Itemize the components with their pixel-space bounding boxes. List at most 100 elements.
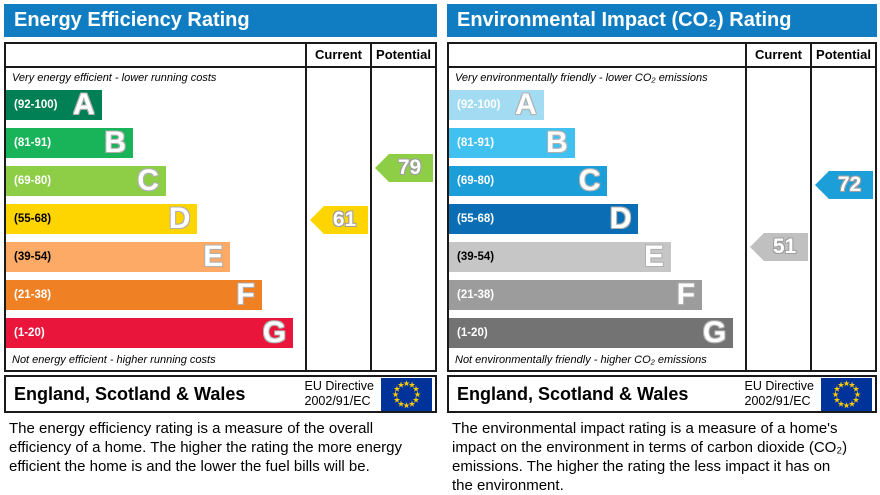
band-letter: C bbox=[578, 164, 601, 197]
band-bar: (81-91) B bbox=[6, 126, 134, 159]
footer-bar: England, Scotland & Wales EU Directive 2… bbox=[447, 375, 877, 413]
band-letter: F bbox=[236, 278, 255, 311]
eu-flag-icon bbox=[381, 377, 432, 411]
band-range-label: (92-100) bbox=[14, 99, 58, 111]
band-row: (69-80) C bbox=[6, 162, 305, 200]
band-range-label: (21-38) bbox=[14, 289, 52, 301]
band-bar: (92-100) A bbox=[6, 90, 102, 120]
band-list: (92-100) A (81-91) B (69-80) C (55-68) D… bbox=[449, 86, 745, 352]
band-range-label: (55-68) bbox=[14, 213, 52, 225]
band-letter: B bbox=[546, 126, 568, 159]
band-bar: (69-80) C bbox=[449, 164, 608, 197]
band-row: (81-91) B bbox=[6, 124, 305, 162]
region-label: England, Scotland & Wales bbox=[457, 383, 689, 404]
potential-column-header: Potential bbox=[810, 44, 875, 66]
energy-description-text: The energy efficiency rating is a measur… bbox=[9, 420, 403, 476]
band-row: (92-100) A bbox=[6, 86, 305, 124]
current-column-header: Current bbox=[305, 44, 370, 66]
band-row: (92-100) A bbox=[449, 86, 745, 124]
band-letter: D bbox=[609, 202, 632, 235]
current-rating-arrow: 51 bbox=[750, 233, 808, 261]
band-range-label: (39-54) bbox=[457, 251, 495, 263]
band-range-label: (92-100) bbox=[457, 99, 501, 111]
eu-directive-line1: EU Directive bbox=[304, 379, 374, 394]
current-rating-value: 61 bbox=[332, 208, 357, 231]
table-header-row: Current Potential bbox=[449, 44, 875, 68]
region-label: England, Scotland & Wales bbox=[14, 383, 246, 404]
environmental-impact-panel: Environmental Impact (CO₂) Rating Curren… bbox=[447, 4, 877, 495]
band-letter: G bbox=[702, 316, 727, 349]
potential-column-header: Potential bbox=[370, 44, 435, 66]
band-bar: (55-68) D bbox=[6, 202, 198, 235]
table-header-spacer bbox=[6, 44, 305, 66]
band-range-label: (81-91) bbox=[457, 137, 495, 149]
potential-rating-arrow: 79 bbox=[375, 154, 433, 182]
eu-flag-icon bbox=[821, 377, 872, 411]
top-note: Very environmentally friendly - lower CO… bbox=[455, 72, 708, 84]
current-column: 61 bbox=[305, 68, 370, 370]
band-bar: (39-54) E bbox=[449, 242, 671, 272]
potential-column: 79 bbox=[370, 68, 435, 370]
band-range-label: (1-20) bbox=[14, 327, 45, 339]
band-chart: Very energy efficient - lower running co… bbox=[6, 68, 305, 370]
band-bar: (92-100) A bbox=[449, 90, 544, 120]
potential-column: 72 bbox=[810, 68, 875, 370]
band-row: (21-38) F bbox=[6, 276, 305, 314]
eu-directive-label: EU Directive 2002/91/EC bbox=[745, 379, 814, 409]
top-note: Very energy efficient - lower running co… bbox=[12, 72, 217, 84]
eu-directive-line2: 2002/91/EC bbox=[744, 394, 811, 408]
table-body: Very environmentally friendly - lower CO… bbox=[449, 68, 875, 370]
band-range-label: (1-20) bbox=[457, 327, 488, 339]
band-range-label: (81-91) bbox=[14, 137, 52, 149]
band-row: (1-20) G bbox=[6, 314, 305, 352]
co2-rating-table: Current Potential Very environmentally f… bbox=[447, 42, 877, 372]
bottom-note: Not environmentally friendly - higher CO… bbox=[455, 354, 707, 366]
band-bar: (55-68) D bbox=[449, 202, 639, 235]
band-bar: (21-38) F bbox=[6, 280, 262, 310]
co2-panel-title: Environmental Impact (CO₂) Rating bbox=[447, 4, 877, 37]
band-range-label: (55-68) bbox=[457, 213, 495, 225]
potential-rating-value: 79 bbox=[397, 156, 422, 179]
band-list: (92-100) A (81-91) B (69-80) C (55-68) D… bbox=[6, 86, 305, 352]
current-column-header: Current bbox=[745, 44, 810, 66]
band-chart: Very environmentally friendly - lower CO… bbox=[449, 68, 745, 370]
current-rating-value: 51 bbox=[772, 235, 797, 258]
eu-directive-line1: EU Directive bbox=[744, 379, 814, 394]
band-letter: D bbox=[168, 202, 191, 235]
band-row: (55-68) D bbox=[6, 200, 305, 238]
band-row: (81-91) B bbox=[449, 124, 745, 162]
current-column: 51 bbox=[745, 68, 810, 370]
table-header-row: Current Potential bbox=[6, 44, 435, 68]
band-letter: B bbox=[104, 126, 127, 159]
band-range-label: (69-80) bbox=[14, 175, 52, 187]
band-bar: (39-54) E bbox=[6, 240, 231, 273]
eu-directive-label: EU Directive 2002/91/EC bbox=[305, 379, 374, 409]
band-row: (69-80) C bbox=[449, 162, 745, 200]
band-letter: A bbox=[73, 88, 95, 121]
co2-description-text: The environmental impact rating is a mea… bbox=[452, 420, 848, 495]
band-letter: F bbox=[676, 278, 696, 311]
energy-rating-table: Current Potential Very energy efficient … bbox=[4, 42, 437, 372]
table-body: Very energy efficient - lower running co… bbox=[6, 68, 435, 370]
potential-rating-value: 72 bbox=[837, 173, 862, 196]
band-bar: (69-80) C bbox=[6, 166, 166, 196]
band-range-label: (21-38) bbox=[457, 289, 495, 301]
band-row: (39-54) E bbox=[449, 238, 745, 276]
band-bar: (21-38) F bbox=[449, 278, 703, 311]
band-row: (55-68) D bbox=[449, 200, 745, 238]
band-letter: C bbox=[137, 164, 159, 197]
band-bar: (1-20) G bbox=[449, 316, 734, 349]
current-rating-arrow: 61 bbox=[310, 206, 368, 234]
eu-directive-line2: 2002/91/EC bbox=[304, 394, 371, 408]
band-letter: A bbox=[515, 88, 537, 121]
bottom-note: Not energy efficient - higher running co… bbox=[12, 354, 216, 366]
band-letter: E bbox=[643, 240, 664, 273]
band-letter: E bbox=[203, 240, 224, 273]
band-row: (39-54) E bbox=[6, 238, 305, 276]
band-bar: (1-20) G bbox=[6, 318, 294, 348]
band-range-label: (69-80) bbox=[457, 175, 495, 187]
band-bar: (81-91) B bbox=[449, 128, 575, 158]
table-header-spacer bbox=[449, 44, 745, 66]
band-row: (21-38) F bbox=[449, 276, 745, 314]
